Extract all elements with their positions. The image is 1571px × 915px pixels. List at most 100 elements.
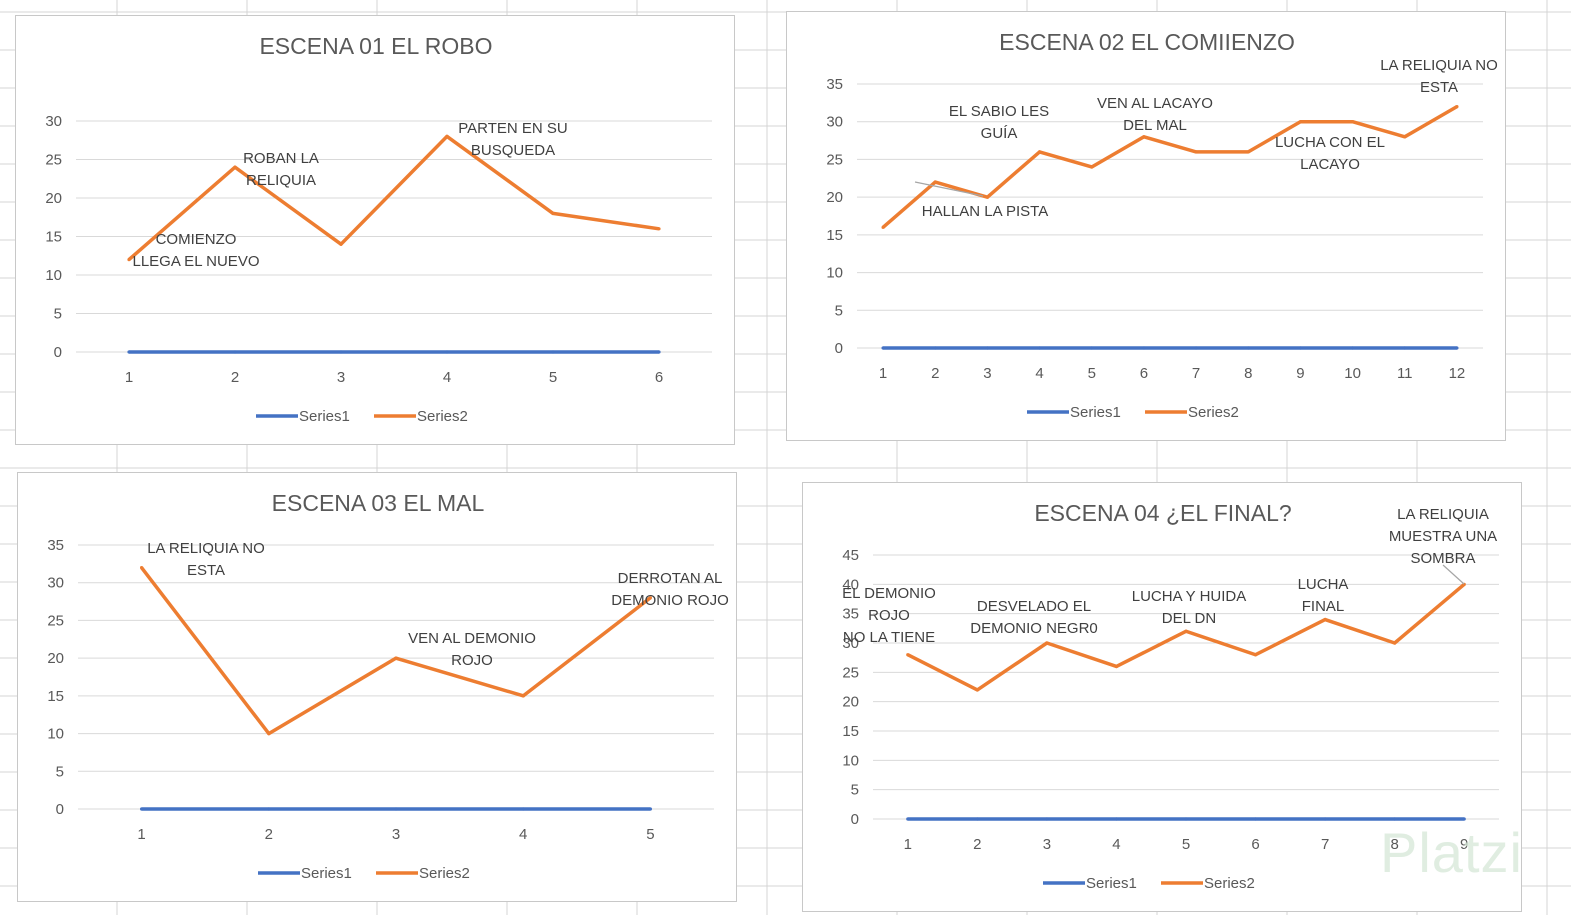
data-point (1184, 817, 1188, 821)
y-tick-label: 5 (54, 306, 62, 323)
y-tick-label: 30 (45, 113, 62, 130)
data-point (1323, 817, 1327, 821)
x-tick-label: 9 (1296, 365, 1304, 382)
x-tick-label: 10 (1344, 365, 1361, 382)
platzi-watermark: Platzi (1380, 821, 1523, 884)
x-tick-label: 1 (125, 369, 133, 386)
chart-title: ESCENA 04 ¿EL FINAL? (1034, 500, 1291, 526)
data-point (445, 134, 449, 138)
data-label-annotation: HALLAN LA PISTA (922, 203, 1048, 220)
data-point (1455, 105, 1459, 109)
data-label-annotation: DERROTAN AL DEMONIO ROJO (611, 570, 729, 609)
data-point (1090, 165, 1094, 169)
leader-line (914, 181, 984, 197)
x-tick-label: 2 (265, 826, 273, 843)
x-tick-label: 4 (1112, 836, 1120, 853)
data-point (1142, 135, 1146, 139)
data-label-annotation: LUCHA FINAL (1298, 576, 1349, 615)
x-tick-label: 9 (1460, 836, 1468, 853)
data-label-annotation: COMIENZO LLEGA EL NUEVO (132, 231, 259, 270)
data-point (1455, 346, 1459, 350)
data-point (551, 211, 555, 215)
data-point (881, 346, 885, 350)
y-tick-label: 25 (45, 152, 62, 169)
data-point (267, 807, 271, 811)
data-point (933, 180, 937, 184)
x-tick-label: 3 (392, 826, 400, 843)
legend-label: Series2 (417, 408, 468, 425)
x-tick-label: 5 (1182, 836, 1190, 853)
x-tick-label: 6 (655, 369, 663, 386)
x-tick-label: 6 (1140, 365, 1148, 382)
data-point (267, 731, 271, 736)
chart-escena-02[interactable]: ESCENA 02 EL COMIIENZO 0 5 10 15 20 25 30 35 1 2 3 4… (786, 11, 1506, 441)
x-tick-label: 4 (1035, 365, 1043, 382)
data-point (1393, 641, 1397, 645)
x-tick-label: 6 (1251, 836, 1259, 853)
y-tick-label: 30 (47, 575, 64, 592)
y-tick-label: 25 (842, 664, 859, 681)
series-line-series2[interactable] (140, 566, 652, 736)
data-point (140, 807, 144, 811)
x-tick-label: 11 (1397, 365, 1413, 382)
data-point (906, 817, 910, 821)
data-point (521, 694, 525, 698)
series-line-series2[interactable] (127, 134, 660, 261)
x-tick-label: 4 (519, 826, 527, 843)
chart-title: ESCENA 01 EL ROBO (259, 33, 492, 59)
legend-label: Series1 (301, 865, 352, 882)
y-tick-label: 10 (47, 726, 64, 743)
data-point (1114, 664, 1119, 669)
legend-label: Series1 (1086, 875, 1137, 892)
y-tick-label: 35 (47, 537, 64, 554)
data-point (906, 653, 910, 657)
data-point (140, 566, 144, 570)
y-tick-label: 35 (826, 76, 843, 93)
data-point (1037, 346, 1042, 350)
y-tick-label: 5 (56, 763, 64, 780)
data-point (1142, 346, 1146, 350)
data-point (1350, 120, 1355, 124)
x-tick-label: 1 (904, 836, 912, 853)
data-point (1184, 629, 1188, 633)
data-point (233, 350, 237, 354)
data-point (1323, 617, 1327, 622)
chart-title: ESCENA 02 EL COMIIENZO (999, 29, 1295, 55)
chart-escena-03[interactable]: ESCENA 03 EL MAL 0 5 10 15 20 25 30 35 1 2 3 4 5 LA RE… (17, 472, 737, 902)
leader-line (1442, 564, 1465, 585)
x-tick-label: 1 (137, 826, 145, 843)
y-tick-label: 15 (47, 688, 64, 705)
data-point (1462, 817, 1466, 821)
data-label-annotation: ROBAN LA RELIQUIA (243, 150, 319, 189)
chart-svg: ESCENA 01 EL ROBO 0 5 10 15 20 25 30 1 2 3 4 5 6 COMIE… (45, 33, 712, 425)
data-point (394, 656, 398, 660)
data-label-annotation: LA RELIQUIA NO ESTA (147, 540, 265, 579)
data-point (233, 165, 237, 169)
legend-label: Series2 (1188, 404, 1239, 421)
data-point (1403, 135, 1407, 139)
chart-escena-01[interactable]: ESCENA 01 EL ROBO 0 5 10 15 20 25 30 1 2 3 4 5 6 COMIE… (15, 15, 735, 445)
x-tick-label: 3 (1043, 836, 1051, 853)
data-point (881, 225, 885, 229)
data-point (657, 227, 661, 231)
y-tick-label: 15 (826, 227, 843, 244)
y-tick-label: 35 (842, 606, 859, 623)
x-tick-label: 2 (973, 836, 981, 853)
x-tick-label: 4 (443, 369, 451, 386)
data-point (1298, 120, 1303, 124)
y-tick-label: 15 (842, 723, 859, 740)
data-point (521, 807, 525, 811)
y-tick-label: 0 (56, 801, 64, 818)
data-point (975, 817, 979, 821)
data-point (1114, 817, 1119, 821)
y-tick-label: 20 (45, 190, 62, 207)
y-tick-label: 20 (842, 694, 859, 711)
data-point (1253, 817, 1258, 821)
chart-escena-04[interactable]: ESCENA 04 ¿EL FINAL? 0 5 10 15 20 25 30 35 40 45 1 2… (802, 482, 1522, 912)
y-tick-label: 40 (842, 576, 859, 593)
data-point (1350, 346, 1355, 350)
x-tick-label: 7 (1192, 365, 1200, 382)
legend-label: Series1 (1070, 404, 1121, 421)
data-point (1298, 346, 1303, 350)
